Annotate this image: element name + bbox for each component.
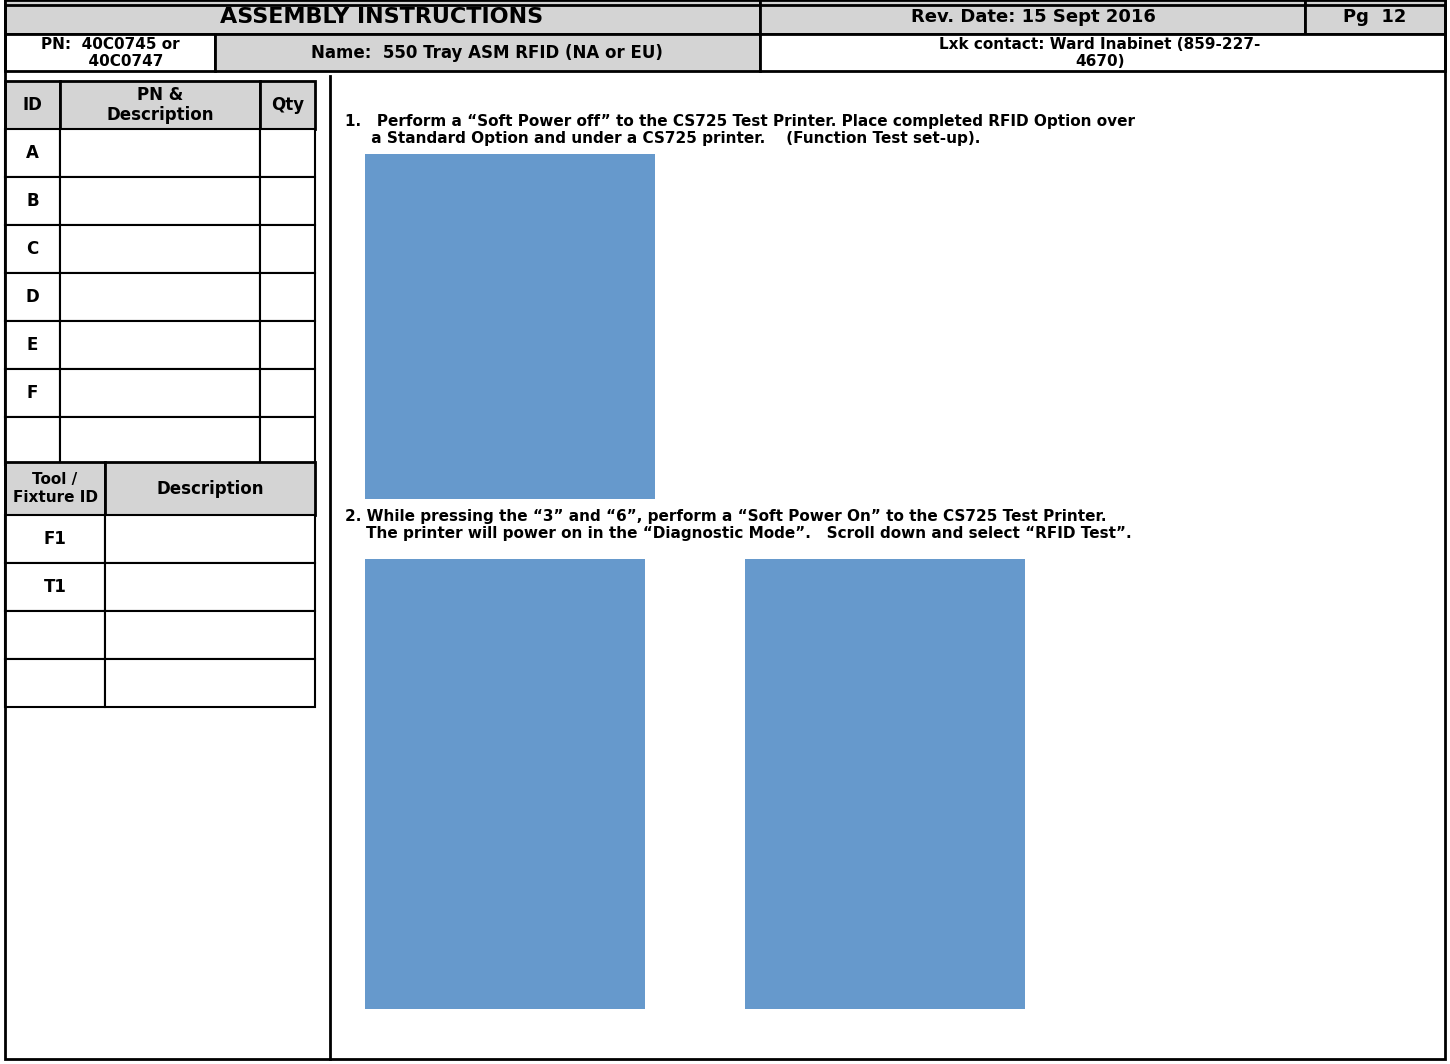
Bar bbox=[760, 34, 1446, 71]
Bar bbox=[260, 129, 315, 177]
Bar bbox=[260, 273, 315, 321]
Bar bbox=[260, 225, 315, 273]
Bar bbox=[260, 81, 315, 129]
Text: Qty: Qty bbox=[271, 96, 304, 114]
Bar bbox=[4, 563, 104, 611]
Bar bbox=[4, 129, 59, 177]
Bar bbox=[59, 81, 260, 129]
Bar bbox=[59, 225, 260, 273]
Text: A: A bbox=[26, 144, 39, 162]
Text: Description: Description bbox=[157, 480, 264, 498]
Text: ID: ID bbox=[23, 96, 42, 114]
Text: E: E bbox=[26, 336, 38, 354]
Bar bbox=[4, 369, 59, 417]
Text: ASSEMBLY INSTRUCTIONS: ASSEMBLY INSTRUCTIONS bbox=[220, 7, 544, 27]
Bar bbox=[4, 659, 104, 706]
Text: T1: T1 bbox=[44, 578, 67, 596]
Text: Tool /
Fixture ID: Tool / Fixture ID bbox=[13, 472, 97, 504]
Text: PN &
Description: PN & Description bbox=[106, 85, 213, 124]
Bar bbox=[365, 154, 655, 499]
Bar bbox=[104, 611, 315, 659]
Text: F1: F1 bbox=[44, 530, 67, 548]
Bar bbox=[4, 417, 59, 465]
Bar bbox=[4, 515, 104, 563]
Bar bbox=[4, 321, 59, 369]
Text: 1.   Perform a “Soft Power off” to the CS725 Test Printer. Place completed RFID : 1. Perform a “Soft Power off” to the CS7… bbox=[345, 114, 1135, 147]
Bar bbox=[59, 129, 260, 177]
Bar bbox=[760, 0, 1305, 34]
Bar bbox=[4, 0, 1446, 34]
Bar bbox=[4, 611, 104, 659]
Text: Pg  12: Pg 12 bbox=[1343, 9, 1406, 26]
Bar bbox=[104, 515, 315, 563]
Bar bbox=[4, 177, 59, 225]
Bar bbox=[260, 321, 315, 369]
Text: Lxk contact: Ward Inabinet (859-227-
4670): Lxk contact: Ward Inabinet (859-227- 467… bbox=[940, 37, 1260, 69]
Bar bbox=[59, 369, 260, 417]
Bar bbox=[104, 563, 315, 611]
Bar bbox=[59, 177, 260, 225]
Bar bbox=[745, 559, 1025, 1009]
Bar bbox=[59, 273, 260, 321]
Bar bbox=[104, 462, 315, 515]
Text: 2. While pressing the “3” and “6”, perform a “Soft Power On” to the CS725 Test P: 2. While pressing the “3” and “6”, perfo… bbox=[345, 509, 1131, 542]
Bar bbox=[4, 81, 59, 129]
Text: B: B bbox=[26, 192, 39, 210]
Bar bbox=[4, 462, 104, 515]
Bar bbox=[260, 369, 315, 417]
Text: Name:  550 Tray ASM RFID (NA or EU): Name: 550 Tray ASM RFID (NA or EU) bbox=[312, 44, 663, 62]
Bar bbox=[4, 0, 760, 34]
Bar bbox=[365, 559, 645, 1009]
Text: Rev. Date: 15 Sept 2016: Rev. Date: 15 Sept 2016 bbox=[911, 9, 1156, 26]
Text: D: D bbox=[26, 288, 39, 306]
Text: F: F bbox=[26, 384, 38, 402]
Bar bbox=[1305, 0, 1446, 34]
Bar bbox=[59, 321, 260, 369]
Bar bbox=[260, 177, 315, 225]
Bar bbox=[215, 34, 760, 71]
Bar bbox=[59, 417, 260, 465]
Bar bbox=[104, 659, 315, 706]
Bar bbox=[260, 417, 315, 465]
Bar bbox=[4, 34, 215, 71]
Text: PN:  40C0745 or
      40C0747: PN: 40C0745 or 40C0747 bbox=[41, 37, 180, 69]
Text: C: C bbox=[26, 240, 39, 257]
Bar bbox=[4, 225, 59, 273]
Bar bbox=[4, 273, 59, 321]
